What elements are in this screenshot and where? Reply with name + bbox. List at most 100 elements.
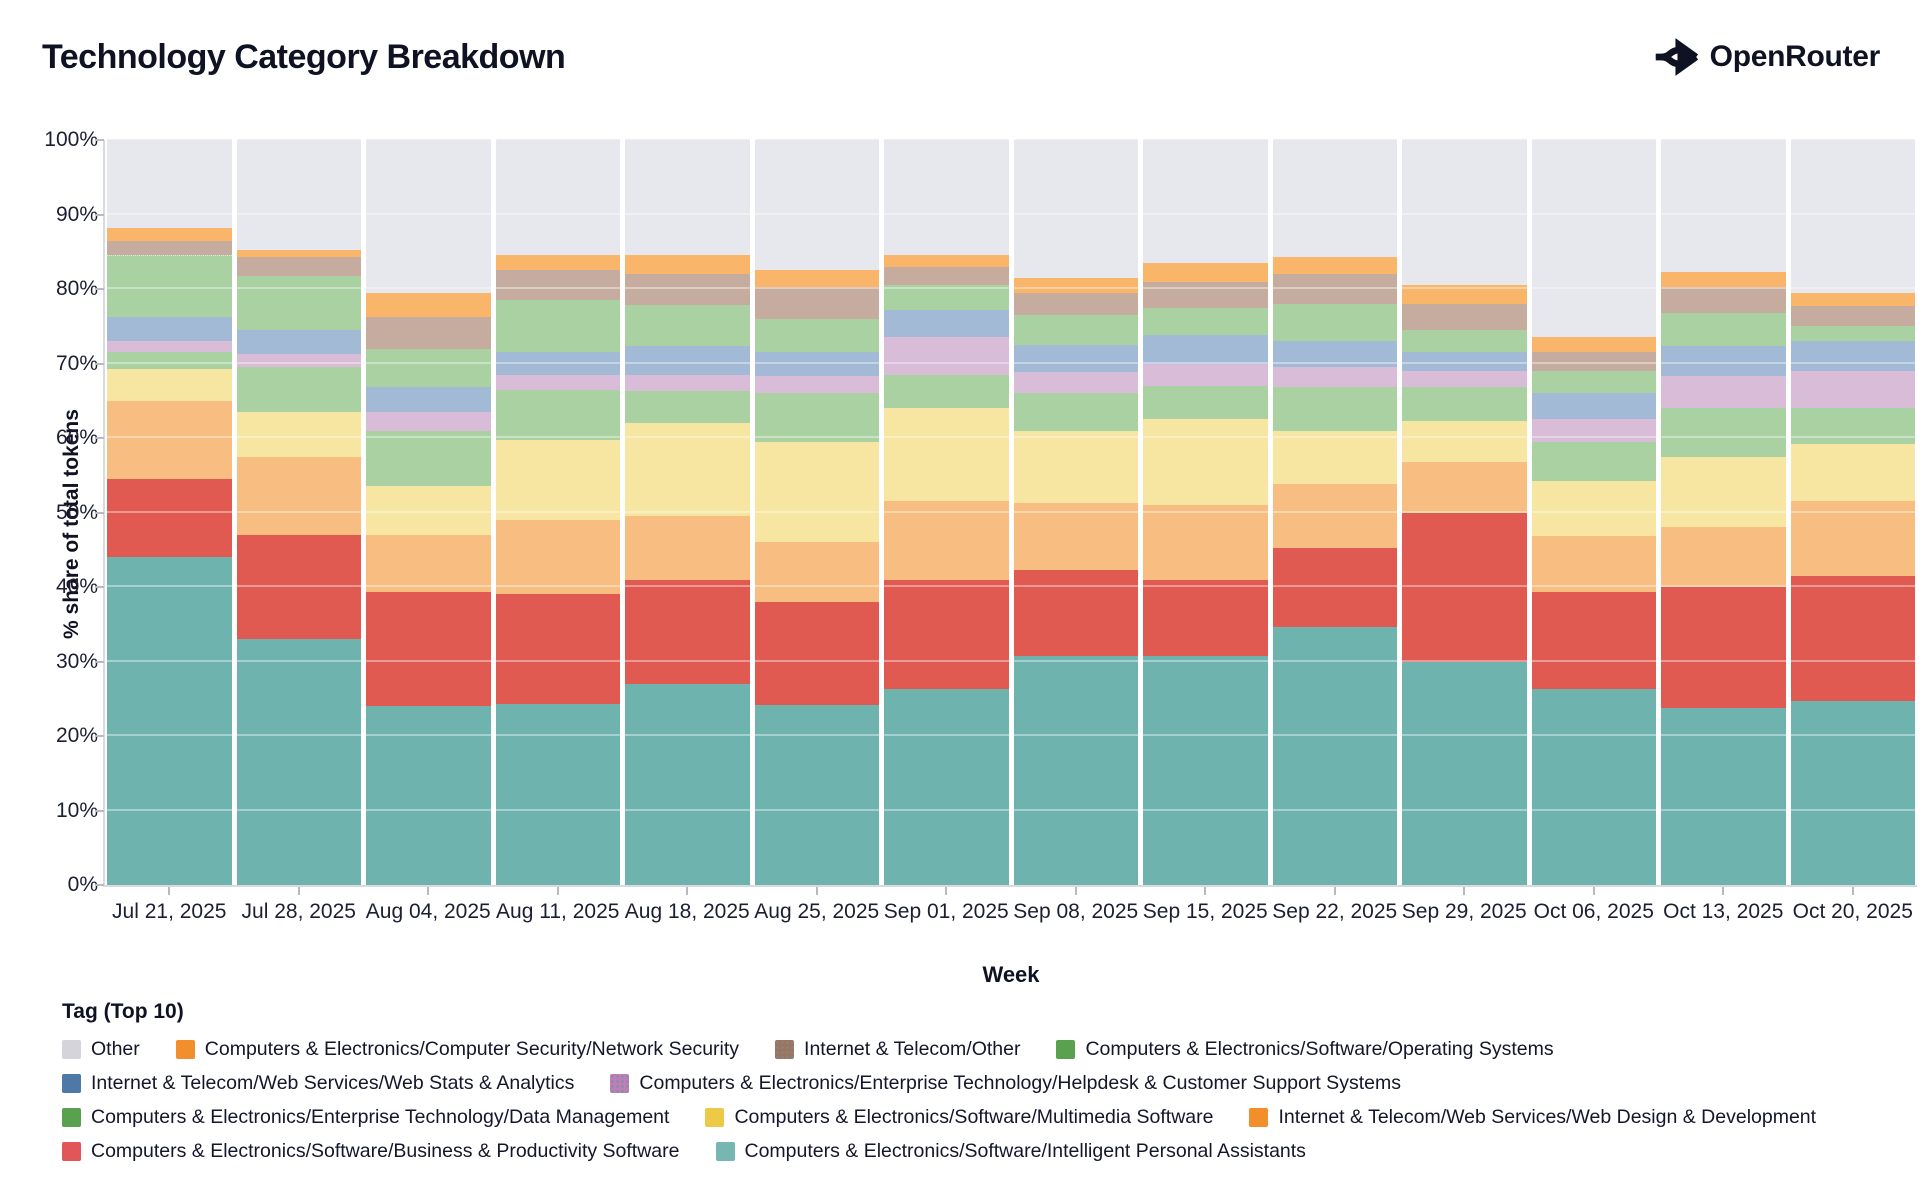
bar-sep-15-2025[interactable] <box>1143 139 1268 885</box>
segment[interactable] <box>107 367 232 401</box>
segment[interactable] <box>107 254 232 317</box>
segment[interactable] <box>1143 306 1268 336</box>
segment[interactable] <box>236 248 361 257</box>
segment[interactable] <box>1272 302 1397 342</box>
segment[interactable] <box>495 518 620 595</box>
bar-jul-28-2025[interactable] <box>236 139 361 885</box>
segment[interactable] <box>107 340 232 353</box>
bar-sep-01-2025[interactable] <box>884 139 1009 885</box>
legend-item[interactable]: Other <box>62 1038 140 1061</box>
segment[interactable] <box>495 299 620 353</box>
segment[interactable] <box>236 366 361 412</box>
segment[interactable] <box>1013 655 1138 885</box>
segment[interactable] <box>1272 366 1397 388</box>
segment[interactable] <box>625 273 750 306</box>
segment[interactable] <box>884 688 1009 885</box>
segment[interactable] <box>1531 139 1656 338</box>
segment[interactable] <box>495 254 620 271</box>
legend-item[interactable]: Computers & Electronics/Enterprise Techn… <box>62 1106 669 1129</box>
segment[interactable] <box>1790 139 1915 293</box>
bar-aug-25-2025[interactable] <box>754 139 879 885</box>
segment[interactable] <box>366 291 491 317</box>
segment[interactable] <box>1272 255 1397 275</box>
legend-item[interactable]: Internet & Telecom/Web Services/Web Stat… <box>62 1072 574 1095</box>
legend-item[interactable]: Computers & Electronics/Software/Multime… <box>705 1106 1213 1129</box>
segment[interactable] <box>1531 480 1656 537</box>
segment[interactable] <box>1143 334 1268 364</box>
segment[interactable] <box>1013 314 1138 345</box>
segment[interactable] <box>625 422 750 517</box>
segment[interactable] <box>1402 460 1527 513</box>
segment[interactable] <box>1272 340 1397 368</box>
legend-item[interactable]: Internet & Telecom/Other <box>775 1038 1020 1061</box>
segment[interactable] <box>1790 700 1915 885</box>
segment[interactable] <box>495 351 620 375</box>
segment[interactable] <box>1143 261 1268 282</box>
segment[interactable] <box>625 515 750 580</box>
legend-item[interactable]: Computers & Electronics/Enterprise Techn… <box>610 1072 1401 1095</box>
bar-sep-08-2025[interactable] <box>1013 139 1138 885</box>
segment[interactable] <box>1272 625 1397 885</box>
segment[interactable] <box>1661 270 1786 287</box>
segment[interactable] <box>884 265 1009 286</box>
segment[interactable] <box>495 593 620 704</box>
segment[interactable] <box>1531 369 1656 394</box>
segment[interactable] <box>1272 139 1397 257</box>
legend-item[interactable]: Computers & Electronics/Software/Intelli… <box>715 1140 1306 1163</box>
segment[interactable] <box>1790 291 1915 307</box>
segment[interactable] <box>1143 418 1268 506</box>
segment[interactable] <box>625 682 750 885</box>
segment[interactable] <box>1402 284 1527 304</box>
segment[interactable] <box>884 284 1009 310</box>
segment[interactable] <box>1272 273 1397 304</box>
segment[interactable] <box>1531 440 1656 482</box>
segment[interactable] <box>1661 455 1786 528</box>
segment[interactable] <box>1402 369 1527 388</box>
segment[interactable] <box>625 373 750 392</box>
segment[interactable] <box>1143 578 1268 657</box>
segment[interactable] <box>1402 139 1527 286</box>
segment[interactable] <box>236 455 361 535</box>
segment[interactable] <box>1402 419 1527 462</box>
segment[interactable] <box>366 705 491 885</box>
segment[interactable] <box>754 440 879 543</box>
segment[interactable] <box>1402 328 1527 353</box>
bar-aug-11-2025[interactable] <box>495 139 620 885</box>
segment[interactable] <box>1661 375 1786 409</box>
segment[interactable] <box>754 317 879 353</box>
segment[interactable] <box>1790 340 1915 371</box>
segment[interactable] <box>1013 568 1138 657</box>
segment[interactable] <box>754 703 879 885</box>
segment[interactable] <box>236 638 361 885</box>
bar-jul-21-2025[interactable] <box>107 139 232 885</box>
segment[interactable] <box>236 139 361 250</box>
segment[interactable] <box>366 591 491 707</box>
legend-item[interactable]: Computers & Electronics/Software/Operati… <box>1056 1038 1554 1061</box>
segment[interactable] <box>1790 305 1915 327</box>
segment[interactable] <box>236 274 361 330</box>
segment[interactable] <box>1272 386 1397 431</box>
segment[interactable] <box>625 139 750 256</box>
segment[interactable] <box>366 315 491 349</box>
segment[interactable] <box>884 308 1009 338</box>
bar-oct-20-2025[interactable] <box>1790 139 1915 885</box>
segment[interactable] <box>884 336 1009 375</box>
segment[interactable] <box>754 269 879 287</box>
bar-sep-29-2025[interactable] <box>1402 139 1527 885</box>
bar-oct-13-2025[interactable] <box>1661 139 1786 885</box>
segment[interactable] <box>754 541 879 602</box>
segment[interactable] <box>1143 280 1268 308</box>
segment[interactable] <box>236 329 361 354</box>
segment[interactable] <box>1790 407 1915 444</box>
segment[interactable] <box>1013 501 1138 570</box>
segment[interactable] <box>1013 371 1138 394</box>
legend-item[interactable]: Computers & Electronics/Computer Securit… <box>175 1038 739 1061</box>
segment[interactable] <box>884 373 1009 409</box>
segment[interactable] <box>1661 707 1786 885</box>
segment[interactable] <box>366 533 491 593</box>
segment[interactable] <box>884 254 1009 267</box>
segment[interactable] <box>1143 362 1268 386</box>
legend-item[interactable]: Internet & Telecom/Web Services/Web Desi… <box>1249 1106 1816 1129</box>
segment[interactable] <box>625 578 750 684</box>
segment[interactable] <box>107 239 232 256</box>
